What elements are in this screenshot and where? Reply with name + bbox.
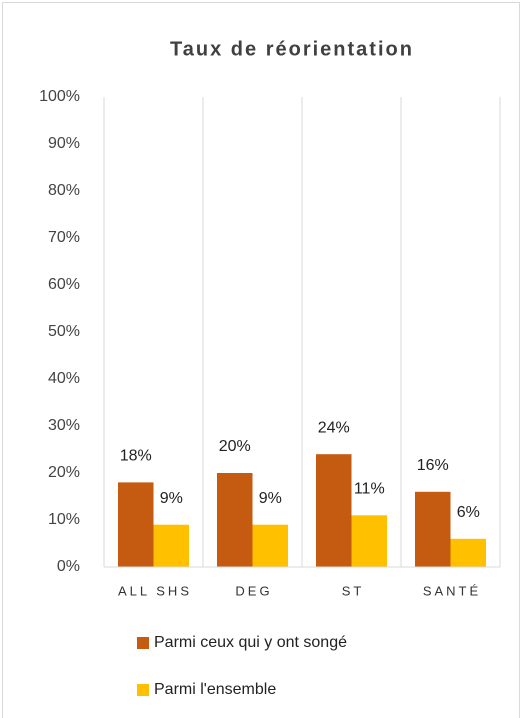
bar — [450, 538, 486, 567]
bar — [351, 515, 387, 567]
y-tick-label: 60% — [48, 276, 80, 293]
value-label: 18% — [120, 448, 152, 465]
x-tick-label: SANTÉ — [423, 583, 481, 598]
y-tick-label: 80% — [48, 182, 80, 199]
y-tick-label: 90% — [48, 135, 80, 152]
bar — [217, 473, 253, 567]
x-tick-label: ST — [342, 583, 365, 598]
chart-title: Taux de réorientation — [170, 38, 414, 60]
legend-label: Parmi l'ensemble — [154, 681, 276, 698]
y-tick-label: 0% — [57, 558, 80, 575]
bar — [415, 491, 451, 567]
legend-label: Parmi ceux qui y ont songé — [154, 634, 347, 651]
value-label: 9% — [160, 490, 183, 507]
value-label: 11% — [354, 481, 385, 498]
x-tick-label: ALL SHS — [118, 583, 192, 598]
value-label: 6% — [457, 504, 480, 521]
y-tick-label: 50% — [48, 323, 80, 340]
legend-swatch — [137, 684, 149, 696]
y-tick-label: 70% — [48, 229, 80, 246]
value-label: 24% — [318, 419, 350, 436]
bar — [252, 524, 288, 567]
y-tick-label: 20% — [48, 464, 80, 481]
bar — [316, 454, 352, 567]
y-tick-label: 10% — [48, 511, 80, 528]
bar — [118, 482, 154, 567]
value-label: 20% — [219, 438, 251, 455]
y-tick-label: 30% — [48, 417, 80, 434]
y-tick-label: 40% — [48, 370, 80, 387]
legend-swatch — [137, 637, 149, 649]
value-label: 9% — [259, 490, 282, 507]
value-label: 16% — [417, 457, 449, 474]
y-tick-label: 100% — [39, 88, 80, 105]
bar — [153, 524, 189, 567]
x-tick-label: DEG — [235, 583, 272, 598]
